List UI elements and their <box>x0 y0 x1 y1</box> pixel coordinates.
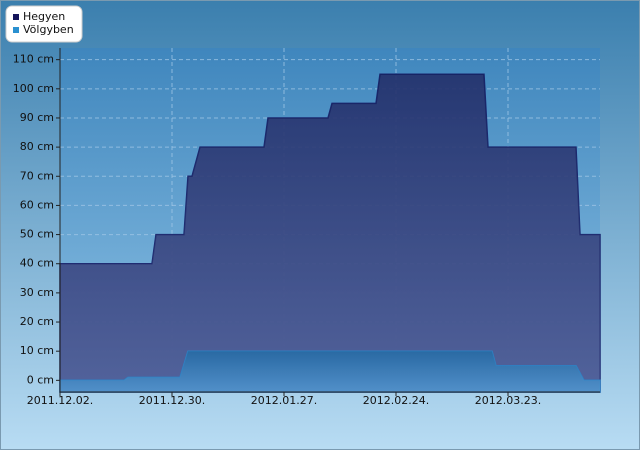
y-tick-label: 110 cm <box>13 53 54 66</box>
legend-label: Hegyen <box>23 10 65 23</box>
y-tick-label: 90 cm <box>20 111 54 124</box>
x-tick-label: 2011.12.02. <box>27 394 93 407</box>
y-tick-label: 100 cm <box>13 82 54 95</box>
y-tick-label: 30 cm <box>20 286 54 299</box>
y-tick-label: 40 cm <box>20 257 54 270</box>
y-tick-label: 50 cm <box>20 228 54 241</box>
y-tick-label: 70 cm <box>20 169 54 182</box>
x-tick-label: 2012.02.24. <box>363 394 429 407</box>
x-tick-label: 2012.01.27. <box>251 394 317 407</box>
x-tick-label: 2012.03.23. <box>475 394 541 407</box>
y-tick-label: 0 cm <box>27 373 54 386</box>
legend-swatch <box>13 14 19 20</box>
legend-swatch <box>13 27 19 33</box>
area-shade <box>60 351 600 392</box>
area-shade <box>60 74 600 392</box>
y-tick-label: 60 cm <box>20 198 54 211</box>
y-tick-label: 20 cm <box>20 315 54 328</box>
legend-label: Völgyben <box>23 23 74 36</box>
y-tick-label: 10 cm <box>20 344 54 357</box>
y-tick-label: 80 cm <box>20 140 54 153</box>
x-tick-label: 2011.12.30. <box>139 394 205 407</box>
legend <box>5 5 83 43</box>
